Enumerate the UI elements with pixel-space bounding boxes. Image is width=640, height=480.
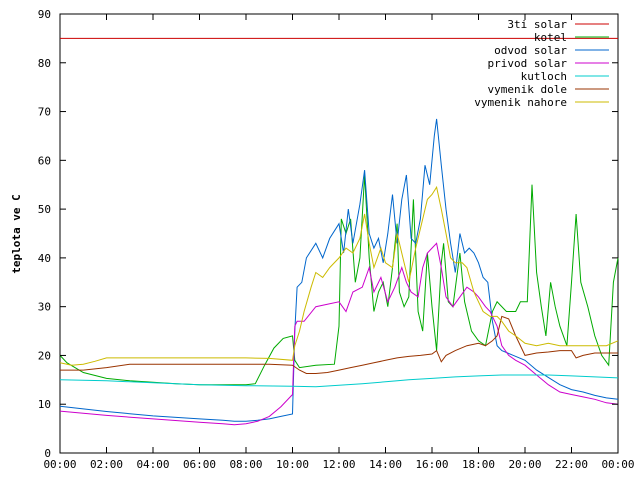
x-tick-label: 00:00 xyxy=(43,458,76,471)
y-tick-label: 10 xyxy=(38,398,51,411)
axes: 0 10 20 30 40 50 60 70 80 90 00:00 02:00 04:00 06:00 0… xyxy=(38,8,635,471)
x-tick-label: 04:00 xyxy=(136,458,169,471)
x-tick-label: 20:00 xyxy=(508,458,541,471)
legend-label: odvod solar xyxy=(494,44,567,57)
series-line-odvod-solar xyxy=(59,118,619,422)
y-tick-label: 70 xyxy=(38,106,51,119)
y-tick-label: 50 xyxy=(38,203,51,216)
y-tick-label: 0 xyxy=(44,447,51,460)
series-line-kotel xyxy=(59,174,619,386)
y-tick-label: 20 xyxy=(38,349,51,362)
y-tick-label: 40 xyxy=(38,252,51,265)
x-tick-label: 16:00 xyxy=(415,458,448,471)
y-tick-label: 80 xyxy=(38,57,51,70)
legend-label: vymenik nahore xyxy=(474,96,567,109)
series-line-privod-solar xyxy=(59,242,619,426)
x-tick-label: 14:00 xyxy=(369,458,402,471)
series-line-vymenik-nahore xyxy=(59,185,619,366)
x-tick-label: 22:00 xyxy=(555,458,588,471)
series-line-vymenik-dole xyxy=(60,315,618,374)
y-axis-title: teplota ve C xyxy=(10,194,23,273)
series-line-kutloch xyxy=(59,374,619,388)
y-tick-label: 90 xyxy=(38,8,51,21)
x-tick-label: 00:00 xyxy=(601,458,634,471)
legend-label: 3ti solar xyxy=(507,18,567,31)
legend-label: vymenik dole xyxy=(488,83,567,96)
legend-label: privod solar xyxy=(488,57,568,70)
legend-label: kutloch xyxy=(521,70,567,83)
y-tick-label: 30 xyxy=(38,301,51,314)
x-tick-label: 08:00 xyxy=(229,458,262,471)
series-lines xyxy=(59,37,619,426)
x-tick-label: 18:00 xyxy=(462,458,495,471)
y-tick-label: 60 xyxy=(38,154,51,167)
legend-label: kotel xyxy=(534,31,567,44)
x-tick-label: 12:00 xyxy=(322,458,355,471)
x-tick-label: 02:00 xyxy=(90,458,123,471)
x-tick-label: 06:00 xyxy=(183,458,216,471)
x-tick-label: 10:00 xyxy=(276,458,309,471)
